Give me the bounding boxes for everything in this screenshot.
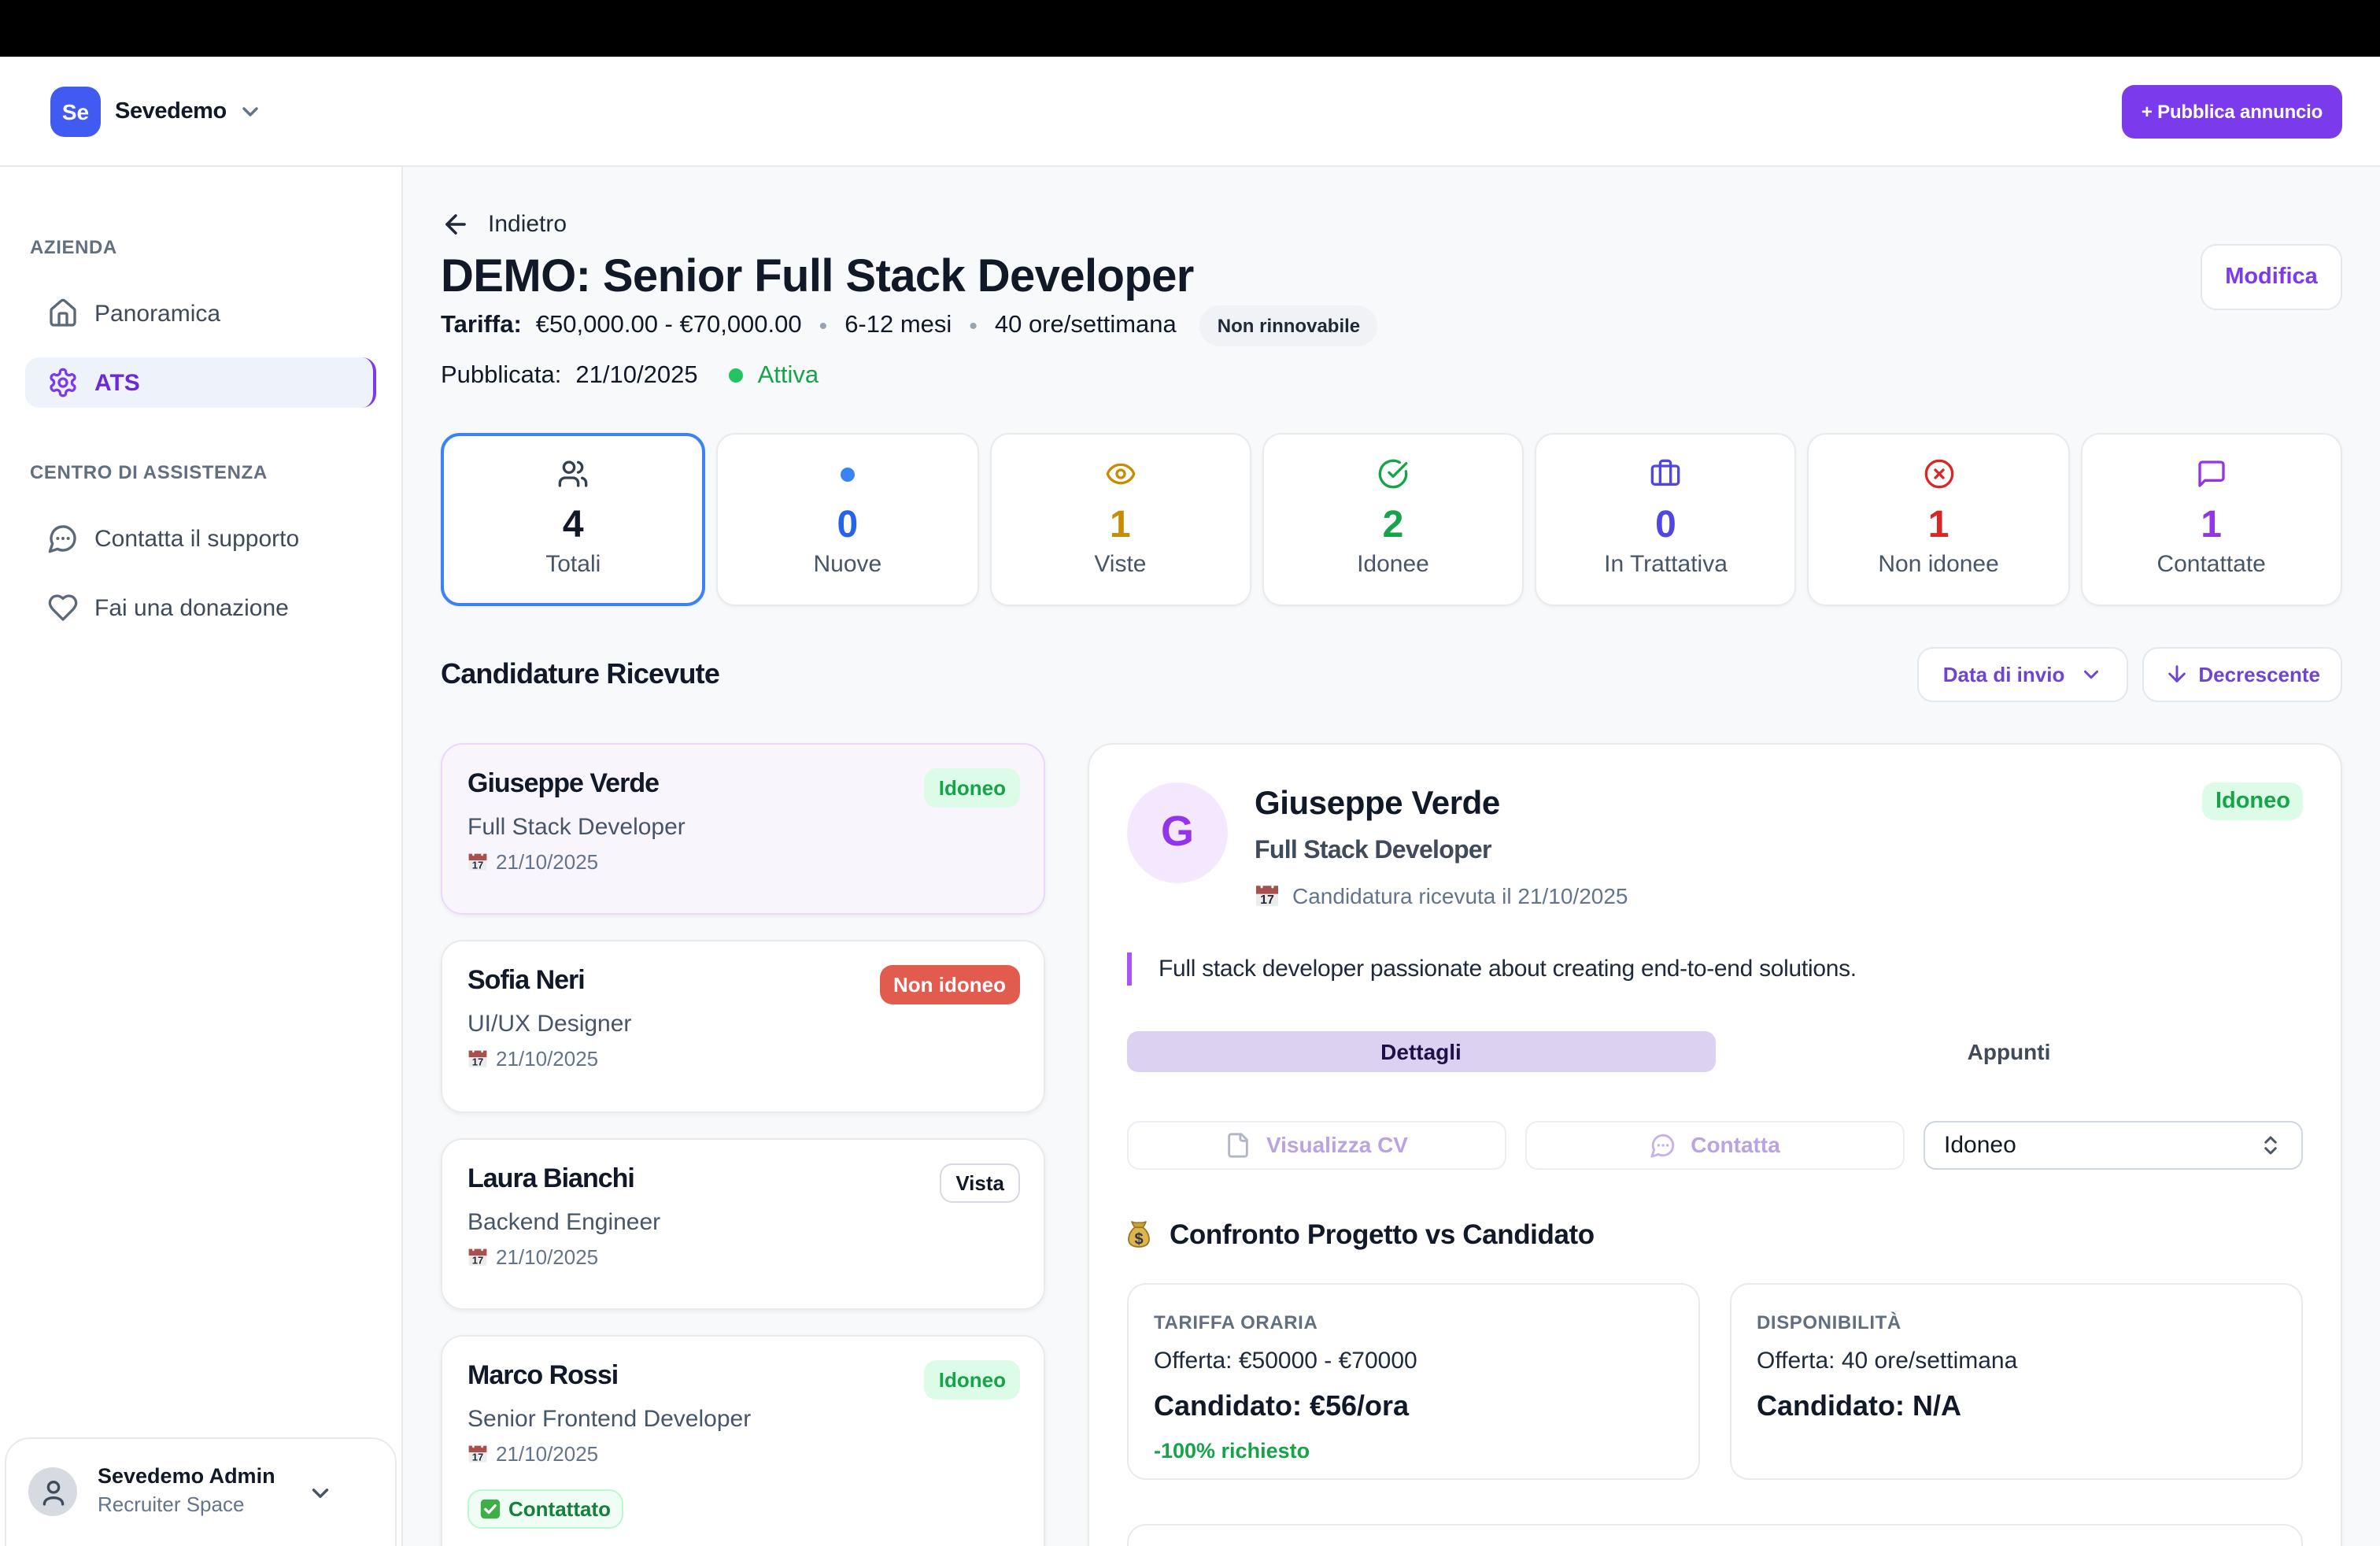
svg-text:17: 17 [472, 1056, 483, 1067]
svg-text:$: $ [1134, 1230, 1143, 1248]
svg-text:17: 17 [1260, 893, 1274, 906]
svg-text:17: 17 [472, 1253, 483, 1265]
svg-text:17: 17 [472, 858, 483, 870]
svg-text:17: 17 [472, 1451, 483, 1463]
